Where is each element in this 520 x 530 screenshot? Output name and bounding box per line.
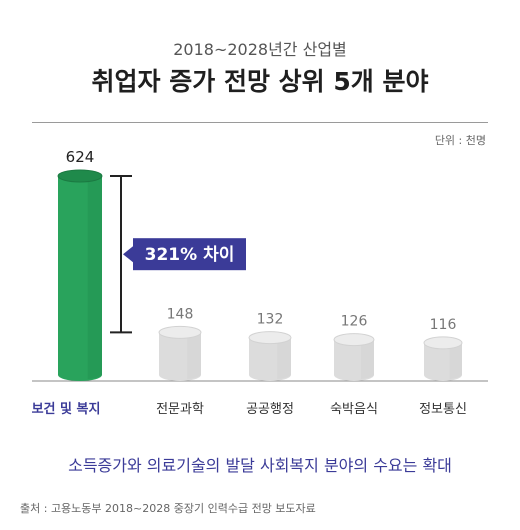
value-label: 126	[341, 314, 368, 330]
bar-top	[248, 331, 292, 345]
bar-info-comm	[423, 336, 463, 381]
bar-health-welfare	[57, 169, 103, 381]
bar-top	[57, 169, 103, 183]
bar-professional-science	[158, 325, 202, 381]
bar-shade	[449, 342, 462, 379]
callout-label: 321% 차이	[145, 245, 235, 265]
bar-body	[424, 342, 462, 381]
category-label: 공공행정	[246, 401, 294, 417]
callout-box	[133, 238, 246, 271]
bar-chart: 624 보건 및 복지 148 전문과학 132 공공행정 126 숙박음식 116 정보통신 3…	[32, 148, 488, 417]
unit-label: 단위 : 천명	[434, 134, 486, 147]
difference-bracket: 321% 차이	[110, 175, 246, 334]
value-label: 624	[66, 148, 95, 166]
summary-note: 소득증가와 의료기술의 발달 사회복지 분야의 수요는 확대	[68, 456, 452, 475]
bar-public-admin	[248, 331, 292, 381]
source-note: 출처 : 고용노동부 2018~2028 중장기 인력수급 전망 보도자료	[20, 502, 316, 515]
top-divider	[32, 122, 488, 123]
chart-title: 취업자 증가 전망 상위 5개 분야	[91, 67, 429, 96]
bar-top	[158, 325, 202, 339]
bar-body	[249, 337, 291, 381]
bar-top	[423, 336, 463, 350]
category-label: 숙박음식	[330, 402, 378, 417]
bar-shade	[87, 176, 102, 379]
bar-top	[333, 333, 375, 347]
callout-pointer	[123, 246, 133, 263]
bar-shade	[361, 339, 374, 379]
bar-shade	[277, 337, 291, 379]
value-label: 132	[257, 312, 284, 328]
chart-subtitle: 2018~2028년간 산업별	[173, 40, 347, 59]
bar-shade	[187, 332, 201, 379]
category-label: 정보통신	[419, 402, 467, 417]
category-label: 전문과학	[156, 402, 204, 417]
bar-lodging-food	[333, 333, 375, 381]
value-label: 116	[430, 317, 457, 333]
bar-body	[58, 176, 102, 381]
value-label: 148	[167, 306, 194, 322]
bar-body	[334, 339, 374, 381]
category-label: 보건 및 복지	[32, 401, 101, 417]
bar-body	[159, 332, 201, 381]
